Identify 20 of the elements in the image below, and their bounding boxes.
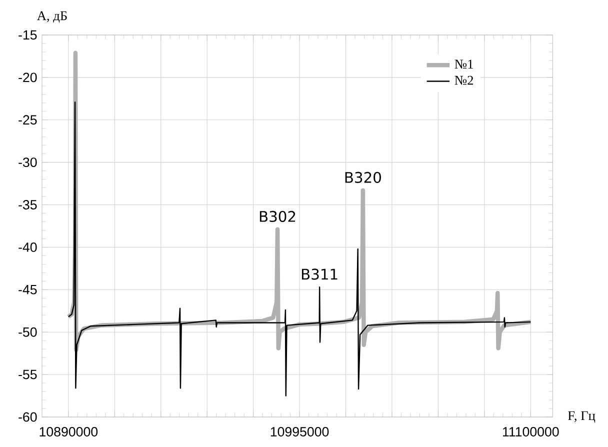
annotation: B302 (260, 210, 296, 222)
legend-label: №1 (454, 60, 473, 69)
y-tick-label: -20 (18, 72, 37, 82)
y-tick-label: -25 (18, 115, 37, 125)
y-tick-label: -35 (18, 200, 37, 210)
y-tick-label: -15 (18, 30, 37, 40)
x-tick-label: 10890000 (40, 427, 98, 436)
legend-label: №2 (454, 76, 474, 85)
x-tick-label: 11100000 (503, 427, 559, 436)
annotation: B311 (302, 268, 338, 280)
y-axis-title: A, дБ (36, 11, 67, 23)
x-axis-title: F, Гц (568, 411, 596, 423)
y-tick-label: -55 (18, 370, 37, 380)
y-tick-label: -30 (18, 158, 37, 168)
annotation: B320 (345, 172, 381, 183)
y-tick-label: -40 (18, 242, 37, 252)
x-tick-label: 10995000 (270, 427, 329, 436)
y-tick-label: -45 (18, 285, 37, 294)
y-tick-label: -60 (18, 412, 37, 422)
y-tick-label: -50 (18, 327, 37, 337)
